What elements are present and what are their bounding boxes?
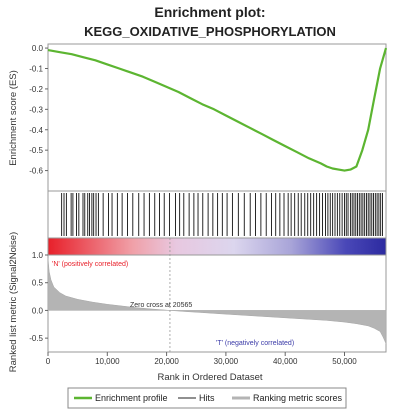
es-y-tick-label: -0.2 [29, 85, 43, 94]
legend-box [67, 387, 347, 409]
x-axis: 0 10,000 20,000 30,000 40,000 50,000 [46, 352, 357, 366]
positive-correlation-label: 'N' (positively correlated) [52, 261, 128, 268]
x-tick-label: 30,000 [214, 357, 239, 366]
es-y-tick-label: -0.5 [29, 146, 43, 155]
x-tick-label: 20,000 [154, 357, 179, 366]
x-tick-label: 0 [46, 357, 51, 366]
hits-panel [47, 190, 387, 239]
hits-series [61, 193, 383, 236]
ranking-metric-area [47, 257, 387, 344]
metric-y-tick-label: -0.5 [29, 334, 43, 343]
metric-panel [47, 254, 387, 353]
metric-y-tick-label: 0.5 [32, 279, 44, 288]
x-tick-label: 40,000 [273, 357, 298, 366]
metric-y-tick-label: 0.0 [32, 306, 44, 315]
metric-series [47, 238, 387, 352]
es-y-axis: 0.0 -0.1 -0.2 -0.3 -0.4 -0.5 -0.6 [29, 44, 48, 176]
legend: Enrichment profile Hits Ranking metric s… [67, 387, 347, 409]
es-y-axis-label: Enrichment score (ES) [8, 70, 19, 166]
legend-label-enrichment-profile: Enrichment profile [95, 393, 168, 403]
negative-correlation-label: 'T' (negatively correlated) [216, 340, 294, 347]
x-axis-label: Rank in Ordered Dataset [157, 372, 262, 383]
chart-title: Enrichment plot: [154, 4, 265, 20]
metric-y-tick-label: 1.0 [32, 251, 44, 260]
x-tick-label: 50,000 [332, 357, 357, 366]
enrichment-profile-line [47, 47, 388, 172]
x-tick-label: 10,000 [95, 357, 120, 366]
es-y-tick-label: -0.3 [29, 105, 43, 114]
ranking-color-bar [47, 237, 387, 256]
legend-label-ranking-metric-scores: Ranking metric scores [253, 393, 343, 403]
metric-y-axis: 1.0 0.5 0.0 -0.5 [29, 251, 48, 343]
es-y-tick-label: -0.1 [29, 65, 43, 74]
es-y-tick-label: -0.6 [29, 167, 43, 176]
metric-y-axis-label: Ranked list metric (Signal2Noise) [8, 232, 19, 372]
legend-label-hits: Hits [199, 393, 215, 403]
chart-subtitle: KEGG_OXIDATIVE_PHOSPHORYLATION [84, 24, 336, 39]
es-series [47, 47, 388, 172]
es-y-tick-label: -0.4 [29, 126, 43, 135]
es-y-tick-label: 0.0 [32, 44, 44, 53]
zero-cross-label: Zero cross at 20565 [130, 302, 192, 309]
